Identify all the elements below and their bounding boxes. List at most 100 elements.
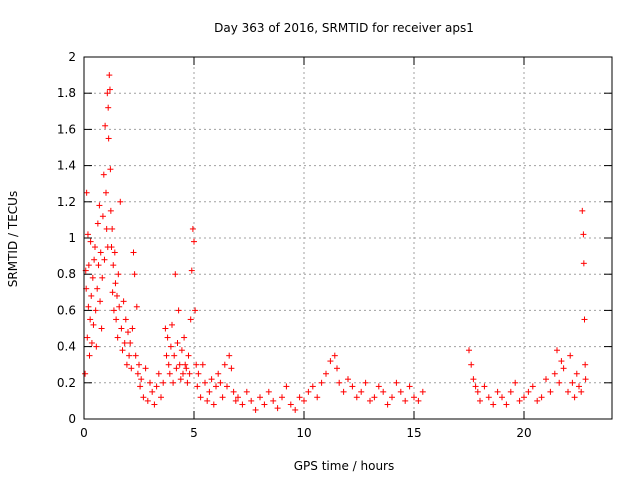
y-tick-label: 0.8 <box>57 267 76 281</box>
data-point <box>192 307 199 314</box>
data-point <box>172 271 179 278</box>
data-point <box>116 303 123 310</box>
y-tick-label: 1.8 <box>57 86 76 100</box>
data-point <box>185 352 192 359</box>
data-point <box>197 394 204 401</box>
data-point <box>569 379 576 386</box>
data-point <box>202 379 208 386</box>
data-point <box>576 383 582 390</box>
data-point <box>92 307 99 314</box>
data-point <box>121 339 128 346</box>
data-point <box>579 207 586 214</box>
data-point <box>134 370 141 377</box>
data-point <box>551 370 558 377</box>
data-point <box>199 361 206 368</box>
data-point <box>494 388 501 395</box>
data-point <box>163 352 170 359</box>
data-point <box>94 220 101 227</box>
data-point <box>181 334 188 341</box>
data-point <box>158 394 164 401</box>
data-point <box>132 352 139 359</box>
data-point <box>224 383 230 390</box>
data-point <box>106 86 113 93</box>
data-point <box>140 394 147 401</box>
data-point <box>106 72 113 79</box>
chart-title: Day 363 of 2016, SRMTID for receiver aps… <box>214 21 474 35</box>
data-point <box>100 171 107 178</box>
data-point <box>183 365 190 372</box>
data-point <box>99 274 106 281</box>
data-point <box>92 244 98 251</box>
data-point <box>193 361 200 368</box>
data-point <box>512 379 519 386</box>
data-point <box>534 397 541 404</box>
data-point <box>296 394 303 401</box>
data-point <box>97 249 104 256</box>
data-point <box>573 370 580 377</box>
data-point <box>301 397 307 404</box>
data-point <box>353 394 360 401</box>
data-point <box>87 316 94 323</box>
data-point <box>188 267 195 274</box>
data-point <box>111 249 118 256</box>
y-tick-label: 0.4 <box>57 340 76 354</box>
data-point <box>170 379 177 386</box>
data-point <box>558 358 565 365</box>
data-point <box>85 303 92 310</box>
data-point <box>171 352 178 359</box>
data-point <box>107 207 114 214</box>
data-point <box>176 361 183 368</box>
data-point <box>120 298 127 305</box>
data-point <box>184 379 191 386</box>
grid <box>84 57 612 419</box>
data-point <box>86 352 93 359</box>
data-point <box>189 225 196 232</box>
data-point <box>314 394 321 401</box>
data-point <box>217 379 224 386</box>
data-point <box>174 339 181 346</box>
data-point <box>91 256 98 263</box>
data-point <box>94 285 101 292</box>
data-point <box>173 365 180 372</box>
data-point <box>138 376 145 383</box>
data-point <box>334 365 340 372</box>
y-tick-label: 0 <box>68 412 76 426</box>
data-point <box>393 379 400 386</box>
data-point <box>560 365 567 372</box>
data-point <box>274 405 281 412</box>
data-point <box>96 202 103 209</box>
data-point <box>83 189 90 196</box>
data-point <box>485 394 492 401</box>
data-point <box>472 383 479 390</box>
y-tick-label: 1.4 <box>57 159 76 173</box>
data-point <box>580 260 587 267</box>
data-point <box>362 379 369 386</box>
data-point <box>105 104 112 111</box>
data-point <box>402 397 409 404</box>
data-point <box>95 262 102 269</box>
data-point <box>109 225 116 232</box>
axis-tick-labels: 0 5 10 15 20 0 0.2 0.4 0.6 0.8 1 1.2 1.4 1.6 1.8 2 <box>57 50 532 440</box>
data-point <box>87 238 94 245</box>
data-point <box>406 383 413 390</box>
data-point <box>371 394 378 401</box>
data-point <box>499 394 505 401</box>
data-point <box>219 394 226 401</box>
data-point <box>582 361 589 368</box>
data-point <box>270 397 277 404</box>
data-point <box>104 90 111 97</box>
data-point <box>142 365 149 372</box>
data-point <box>144 397 151 404</box>
data-point <box>318 379 325 386</box>
data-point <box>165 361 172 368</box>
data-point <box>415 397 422 404</box>
y-tick-label: 2 <box>68 50 76 64</box>
axis-ticks <box>83 56 612 420</box>
x-tick-label: 0 <box>80 426 88 440</box>
data-point <box>195 370 202 377</box>
data-point <box>292 406 299 413</box>
data-point <box>261 401 268 408</box>
data-point <box>147 379 153 386</box>
data-point <box>88 292 95 299</box>
data-point <box>411 394 417 401</box>
